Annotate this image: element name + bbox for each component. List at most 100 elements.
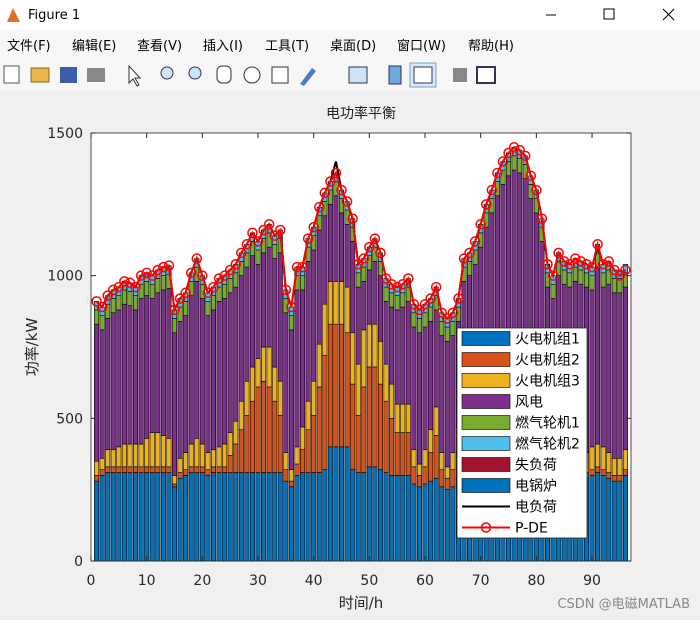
line-marker — [620, 264, 631, 276]
line-marker — [313, 201, 325, 213]
bar-segment — [338, 212, 345, 282]
bar-segment — [94, 309, 100, 325]
bar-segment — [366, 466, 372, 562]
tool-icon[interactable] — [413, 66, 433, 84]
y-axis-label: 功率/kW — [23, 318, 41, 377]
bar-segment — [400, 292, 406, 308]
line-marker — [592, 239, 603, 250]
tool-icon[interactable] — [348, 66, 368, 84]
bar-segment — [383, 472, 389, 562]
bar-segment — [166, 438, 172, 468]
menu-item[interactable]: 文件(F) — [7, 39, 51, 54]
chart-title: 电功率平衡 — [326, 105, 396, 122]
bar-segment — [589, 275, 595, 291]
line-marker — [481, 199, 492, 210]
tool-icon[interactable] — [30, 67, 50, 83]
bar-segment — [305, 261, 311, 402]
bar-segment — [144, 438, 150, 468]
bar-segment — [205, 469, 211, 476]
line-marker — [219, 270, 230, 281]
line-marker — [158, 261, 169, 273]
bar-segment — [110, 298, 116, 314]
maximize-button[interactable] — [603, 8, 615, 20]
bar-segment — [244, 380, 250, 416]
tool-icon[interactable] — [87, 68, 105, 82]
bar-segment — [389, 418, 395, 476]
tool-icon[interactable] — [60, 67, 77, 83]
bar-segment — [255, 386, 261, 473]
line-marker — [325, 176, 336, 187]
bar-segment — [300, 275, 306, 291]
bar-segment — [121, 466, 127, 473]
bar-segment — [433, 309, 439, 408]
tool-icon[interactable] — [3, 65, 20, 84]
tool-icon[interactable] — [216, 65, 232, 84]
bar-segment — [316, 472, 322, 562]
tool-icon[interactable] — [300, 68, 316, 86]
tool-icon[interactable] — [453, 68, 467, 82]
line-marker — [319, 187, 331, 199]
bar-segment — [210, 295, 217, 311]
bar-segment — [277, 415, 283, 473]
line-marker — [464, 247, 475, 259]
bar-segment — [249, 400, 255, 473]
line-marker — [169, 304, 180, 316]
tool-icon[interactable] — [388, 65, 402, 85]
line-marker — [369, 233, 381, 244]
line-marker — [492, 167, 503, 179]
tool-icon[interactable] — [188, 66, 202, 80]
menu-item[interactable]: 桌面(D) — [330, 39, 376, 54]
menu-item[interactable]: 查看(V) — [137, 38, 182, 54]
bar-segment — [133, 466, 139, 473]
tool-icon[interactable] — [271, 66, 289, 84]
bar-segment — [288, 469, 294, 482]
bar-segment — [283, 312, 289, 453]
bar-segment — [94, 460, 100, 476]
bar-segment — [183, 475, 189, 562]
menu-item[interactable]: 插入(I) — [203, 39, 243, 54]
bar-segment — [249, 366, 255, 402]
bar-segment — [272, 258, 278, 368]
tool-icon[interactable] — [243, 66, 261, 84]
line-marker — [581, 259, 592, 270]
legend-label: P-DE — [515, 521, 548, 537]
line-marker — [453, 293, 464, 304]
bar-segment — [400, 432, 406, 476]
tool-icon[interactable] — [160, 66, 174, 80]
close-button[interactable] — [662, 8, 675, 21]
bar-segment — [366, 269, 372, 325]
menu-item[interactable]: 帮助(H) — [468, 39, 514, 54]
bar-segment — [389, 475, 395, 562]
line-marker — [469, 236, 481, 247]
bar-segment — [160, 435, 166, 468]
legend-label: 风电 — [515, 395, 543, 411]
bar-segment — [589, 475, 595, 562]
menu-item[interactable]: 编辑(E) — [72, 39, 116, 54]
bar-segment — [216, 446, 222, 468]
line-marker — [536, 213, 548, 224]
bar-segment — [383, 301, 389, 365]
bar-segment — [127, 466, 133, 473]
x-tick-label: 80 — [527, 573, 545, 589]
bar-segment — [255, 263, 261, 359]
menu-item[interactable]: 工具(T) — [265, 39, 309, 54]
bar-segment — [183, 452, 189, 470]
bar-segment — [611, 292, 617, 459]
bar-segment — [110, 449, 116, 468]
legend-label: 燃气轮机2 — [515, 436, 580, 453]
bar-segment — [622, 475, 628, 562]
bar-segment — [138, 443, 144, 468]
bar-segment — [183, 315, 189, 453]
bar-segment — [188, 472, 194, 562]
bar-segment — [422, 326, 428, 451]
tool-icon[interactable] — [476, 66, 496, 84]
bar-segment — [99, 329, 105, 459]
menu-item[interactable]: 窗口(W) — [397, 38, 446, 54]
bar-segment — [94, 475, 100, 482]
legend-label: 火电机组2 — [515, 353, 580, 369]
bar-segment — [622, 286, 628, 451]
tool-icon[interactable] — [128, 64, 142, 87]
bar-segment — [311, 380, 317, 416]
bar-segment — [155, 472, 161, 562]
bar-segment — [305, 429, 311, 473]
